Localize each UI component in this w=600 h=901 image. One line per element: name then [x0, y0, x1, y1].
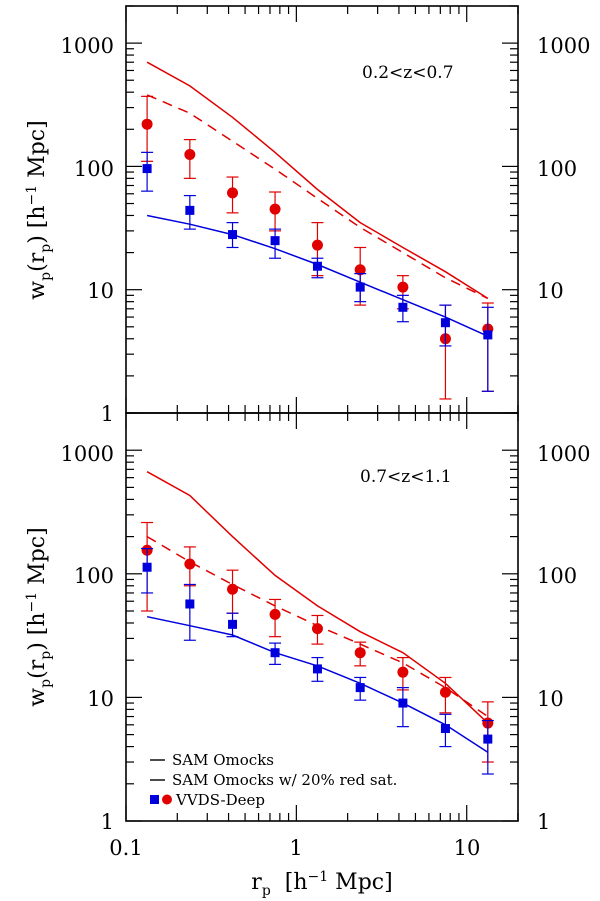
bottom-ytick-left-10: 10	[87, 687, 114, 711]
bottom-panel-redshift-label: 0.7<z<1.1	[360, 467, 452, 487]
bottom-panel-frame	[125, 412, 519, 822]
bottom-ytick-left-100: 100	[74, 564, 114, 588]
bottom-series-3-point	[269, 608, 281, 620]
xtick-0.1: 0.1	[109, 836, 142, 860]
bottom-series-3-point	[397, 666, 409, 678]
legend-label-sam: SAM Omocks	[172, 751, 274, 769]
bottom-series-4-point	[312, 664, 322, 674]
top-series-3-point	[184, 148, 196, 160]
top-ytick-left-100: 100	[74, 157, 114, 181]
top-ytick-left-1: 1	[101, 402, 114, 426]
bottom-series-4-point	[440, 724, 450, 734]
top-panel-frame	[125, 5, 519, 414]
top-panel-series	[141, 61, 494, 400]
top-series-4-point	[270, 236, 280, 246]
legend-label-vvds: VVDS-Deep	[175, 791, 265, 809]
bottom-panel-ticks	[125, 412, 519, 822]
top-panel-redshift-label: 0.2<z<0.7	[362, 63, 454, 83]
top-ytick-right-10: 10	[537, 279, 564, 303]
bottom-ytick-right-100: 100	[537, 564, 577, 588]
top-series-4-point	[398, 302, 408, 312]
top-series-4-point	[185, 205, 195, 215]
top-ytick-right-100: 100	[537, 157, 577, 181]
bottom-series-4-point	[228, 619, 238, 629]
top-panel-ticks	[125, 5, 519, 414]
top-series-3-point	[354, 264, 366, 276]
bottom-series-3-point	[439, 686, 451, 698]
bottom-series-3-point	[227, 583, 239, 595]
bottom-ytick-right-1: 1	[537, 810, 550, 834]
top-series-4-point	[483, 330, 493, 340]
bottom-ytick-left-1: 1	[101, 810, 114, 834]
top-series-4-point	[312, 261, 322, 271]
bottom-series-3-point	[184, 558, 196, 570]
bottom-series-4-point	[270, 648, 280, 658]
top-series-3-point	[311, 239, 323, 251]
top-series-4-point	[142, 164, 152, 174]
top-series-3-point	[227, 187, 239, 199]
legend-blue-square-marker	[150, 795, 159, 804]
bottom-series-3-point	[354, 647, 366, 659]
top-ytick-left-1000: 1000	[61, 34, 114, 58]
legend-label-sam-red-sat: SAM Omocks w/ 20% red sat.	[172, 771, 397, 789]
bottom-ytick-right-1000: 1000	[537, 442, 590, 466]
x-axis-title: rp [h−1 Mpc]	[251, 869, 392, 899]
bottom-series-4-point	[398, 698, 408, 708]
bottom-panel-series	[141, 471, 494, 775]
bottom-ytick-right-10: 10	[537, 687, 564, 711]
top-ytick-left-10: 10	[87, 279, 114, 303]
bottom-series-0-line	[146, 471, 489, 724]
bottom-series-4-point	[483, 734, 493, 744]
top-series-3-point	[397, 281, 409, 293]
bottom-panel: 1000 100 10 1 1000 100 10 1 0.7<z<1.1 wp…	[24, 412, 590, 834]
top-series-4-point	[440, 318, 450, 328]
bottom-ytick-left-1000: 1000	[61, 442, 114, 466]
top-series-3-point	[269, 203, 281, 215]
bottom-series-4-point	[355, 683, 365, 693]
legend: SAM Omocks SAM Omocks w/ 20% red sat. VV…	[150, 751, 397, 809]
xtick-10: 10	[454, 836, 481, 860]
top-series-4-point	[228, 230, 238, 240]
legend-red-circle-marker	[162, 794, 172, 805]
top-series-0-line	[146, 61, 489, 300]
top-ylabel: wp(rp) [h−1 Mpc]	[24, 120, 54, 299]
bottom-ylabel: wp(rp) [h−1 Mpc]	[24, 527, 54, 706]
top-ytick-right-1000: 1000	[537, 34, 590, 58]
bottom-series-4-point	[185, 599, 195, 609]
bottom-series-4-point	[142, 562, 152, 572]
top-series-3-point	[141, 118, 153, 130]
top-panel: 1000 100 10 1 1000 100 10 0.2<z<0.7 wp(r…	[24, 5, 590, 426]
xtick-1: 1	[289, 836, 302, 860]
bottom-series-3-point	[311, 623, 323, 635]
top-series-4-point	[355, 282, 365, 292]
